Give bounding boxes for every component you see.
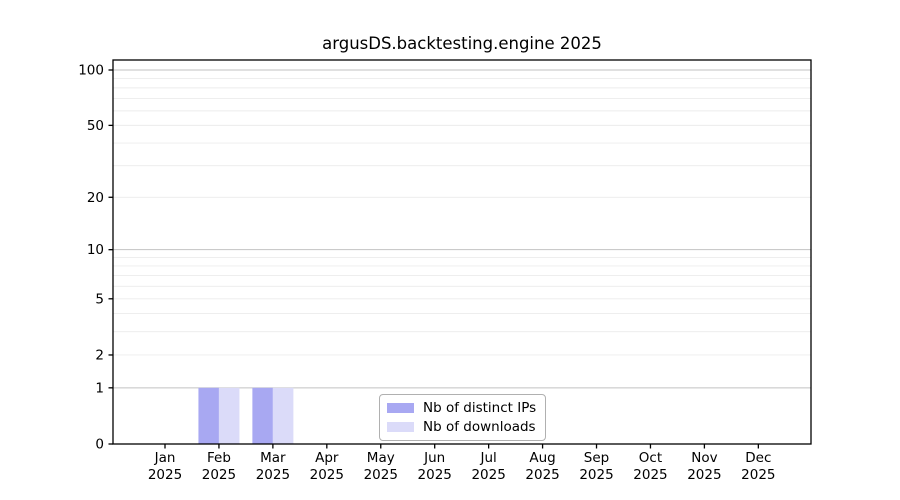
chart-title: argusDS.backtesting.engine 2025 [322,34,602,53]
x-tick-label-year: 2025 [687,467,721,483]
x-tick-label-year: 2025 [525,467,559,483]
x-tick-label-month: Feb [207,450,231,466]
x-tick-label-month: Aug [529,450,555,466]
y-tick-label: 100 [78,63,104,79]
x-tick-label-month: Mar [260,450,286,466]
legend-label-downloads: Nb of downloads [423,419,536,435]
legend: Nb of distinct IPs Nb of downloads [379,394,547,441]
x-tick-label-month: May [367,450,395,466]
legend-swatch-downloads [387,422,414,432]
bar-distinct-ips-feb [198,387,219,444]
x-tick-label-month: Jun [423,450,445,466]
x-tick-label-year: 2025 [471,467,505,483]
x-tick-label-year: 2025 [310,467,344,483]
x-tick-label-month: Jul [479,450,496,466]
y-tick-label: 0 [95,437,104,453]
x-tick-label-year: 2025 [148,467,182,483]
legend-label-distinct-ips: Nb of distinct IPs [423,400,537,416]
plot-frame [112,59,812,445]
x-tick-label-year: 2025 [633,467,667,483]
x-tick-label-month: Dec [745,450,771,466]
bar-distinct-ips-mar [252,387,273,444]
x-tick-label-year: 2025 [741,467,775,483]
x-tick-label-year: 2025 [418,467,452,483]
y-tick-label: 10 [87,242,104,258]
legend-entry-downloads: Nb of downloads [387,418,536,436]
x-tick-label-year: 2025 [579,467,613,483]
legend-entry-distinct-ips: Nb of distinct IPs [387,399,536,417]
x-tick-label-year: 2025 [202,467,236,483]
x-tick-label-month: Oct [639,450,662,466]
x-tick-label-month: Sep [584,450,609,466]
y-tick-label: 1 [95,380,104,396]
x-tick-label-month: Nov [691,450,717,466]
y-tick-label: 50 [87,118,104,134]
x-tick-label-month: Jan [154,450,176,466]
y-tick-label: 5 [95,291,104,307]
y-tick-label: 2 [95,347,104,363]
bar-downloads-mar [272,387,294,444]
x-tick-label-year: 2025 [364,467,398,483]
bar-downloads-feb [218,387,240,444]
y-tick-label: 20 [87,190,104,206]
legend-swatch-distinct-ips [387,403,414,413]
x-tick-label-month: Apr [315,450,339,466]
x-tick-label-year: 2025 [256,467,290,483]
